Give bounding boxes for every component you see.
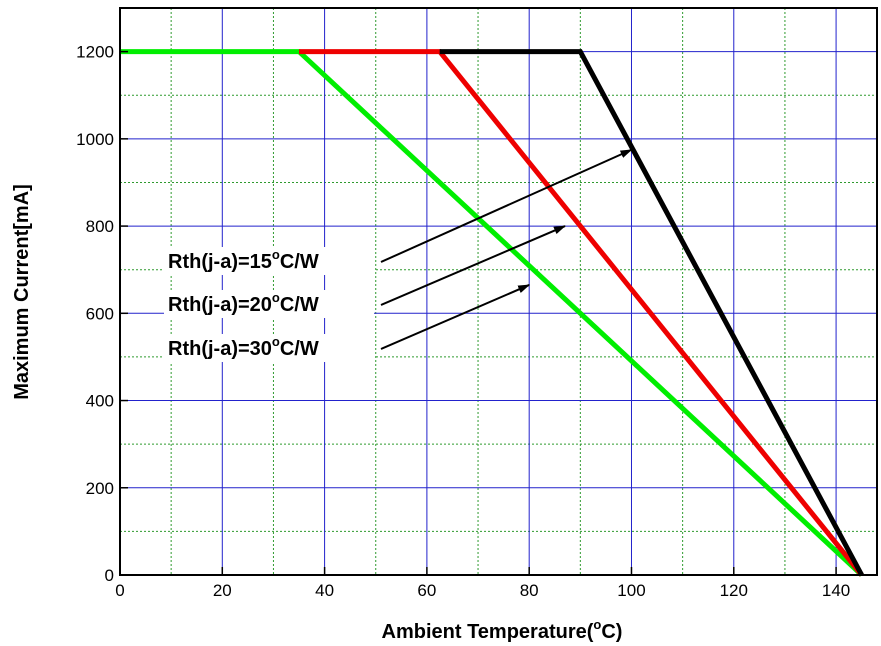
annotation-background bbox=[164, 334, 374, 362]
y-tick-label: 0 bbox=[105, 566, 114, 585]
annotation-arrow bbox=[380, 225, 566, 306]
annotation-arrow bbox=[380, 148, 633, 263]
y-tick-label: 1200 bbox=[76, 43, 114, 62]
y-tick-label: 200 bbox=[86, 479, 114, 498]
y-tick-label: 600 bbox=[86, 304, 114, 323]
x-axis-title: Ambient Temperature(oC) bbox=[382, 617, 623, 643]
x-tick-label: 100 bbox=[617, 581, 645, 600]
annotation-background bbox=[164, 290, 374, 318]
y-tick-label: 1000 bbox=[76, 130, 114, 149]
series-layer bbox=[120, 49, 864, 577]
annotation-background bbox=[164, 247, 374, 275]
x-tick-label: 0 bbox=[115, 581, 124, 600]
annotation-arrow bbox=[380, 284, 531, 350]
y-axis-title: Maximum Current[mA] bbox=[11, 184, 33, 400]
annotation-layer: Rth(j-a)=15oC/W Rth(j-a)=20oC/W Rth(j-a)=3… bbox=[164, 148, 633, 362]
x-tick-label: 60 bbox=[417, 581, 436, 600]
tick-layer bbox=[119, 50, 837, 576]
annotation-label: Rth(j-a)=15oC/W bbox=[168, 247, 319, 273]
annotation-label: Rth(j-a)=20oC/W bbox=[168, 290, 319, 316]
x-tick-label: 80 bbox=[520, 581, 539, 600]
x-tick-label: 120 bbox=[720, 581, 748, 600]
x-tick-label: 140 bbox=[822, 581, 850, 600]
y-tick-label: 800 bbox=[86, 217, 114, 236]
tick-labels: 0 20 40 60 80 100 120 140 0 200 400 600 800 1000 1200 bbox=[76, 43, 850, 600]
annotation-label: Rth(j-a)=30oC/W bbox=[168, 334, 319, 360]
x-tick-label: 40 bbox=[315, 581, 334, 600]
plot-frame bbox=[119, 7, 878, 576]
y-tick-label: 400 bbox=[86, 392, 114, 411]
x-tick-label: 20 bbox=[213, 581, 232, 600]
series-line-3 bbox=[439, 49, 864, 577]
